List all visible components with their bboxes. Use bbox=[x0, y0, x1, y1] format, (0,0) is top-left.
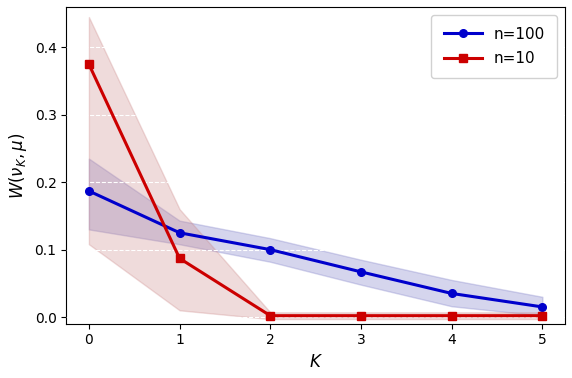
Y-axis label: $W(\nu_K, \mu)$: $W(\nu_K, \mu)$ bbox=[7, 132, 29, 198]
n=100 bbox=[358, 270, 364, 274]
X-axis label: $K$: $K$ bbox=[309, 353, 323, 371]
n=100 bbox=[539, 305, 546, 309]
n=100 bbox=[85, 189, 92, 193]
Line: n=100: n=100 bbox=[85, 187, 546, 311]
n=10 bbox=[448, 313, 455, 318]
n=10 bbox=[85, 62, 92, 67]
n=10 bbox=[176, 256, 183, 261]
n=10 bbox=[267, 313, 274, 318]
n=100 bbox=[448, 291, 455, 296]
n=100 bbox=[267, 247, 274, 252]
Legend: n=100, n=10: n=100, n=10 bbox=[431, 15, 558, 78]
n=100 bbox=[176, 231, 183, 235]
Line: n=10: n=10 bbox=[85, 60, 546, 319]
n=10 bbox=[539, 313, 546, 318]
n=10 bbox=[358, 313, 364, 318]
